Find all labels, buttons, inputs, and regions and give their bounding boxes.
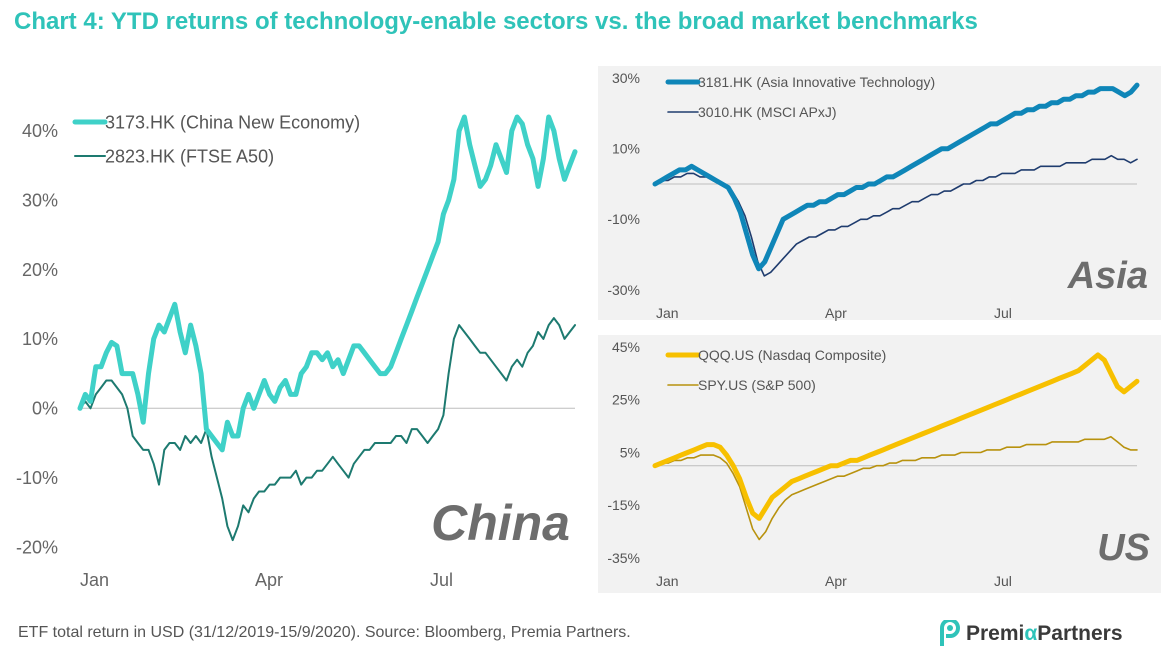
us-series-line-benchmark	[654, 435, 1138, 541]
china-x-tick-label: Apr	[255, 570, 283, 590]
chart-title: Chart 4: YTD returns of technology-enabl…	[14, 8, 978, 35]
asia-x-tick-label: Jul	[994, 305, 1012, 321]
china-x-tick-label: Jul	[430, 570, 453, 590]
asia-y-tick-label: 10%	[612, 141, 640, 157]
asia-y-tick-label: -10%	[607, 211, 640, 227]
asia-y-tick-label: 30%	[612, 70, 640, 86]
source-footnote: ETF total return in USD (31/12/2019-15/9…	[18, 624, 631, 641]
logo-icon	[940, 620, 960, 646]
china-y-tick-label: -10%	[16, 468, 58, 488]
china-series-line-benchmark	[79, 317, 576, 542]
asia-legend-label: 3181.HK (Asia Innovative Technology)	[698, 74, 935, 90]
asia-y-tick-label: -30%	[607, 282, 640, 298]
asia-panel-background	[598, 66, 1161, 320]
premia-partners-logo: PremiαPartners	[938, 620, 1123, 648]
asia-panel: 30% 10% -10% -30% Jan Apr Jul 3181.HK (Asia Inn…	[598, 66, 1161, 321]
us-legend-label: QQQ.US (Nasdaq Composite)	[698, 347, 886, 363]
china-y-tick-label: 40%	[22, 121, 58, 141]
logo-text: PremiαPartners	[966, 622, 1123, 645]
china-y-tick-label: 0%	[32, 399, 58, 419]
china-panel: 40% 30% 20% 10% 0% -10% -20% Jan Apr Jul 3173.HK (…	[16, 112, 578, 590]
us-y-tick-label: 45%	[612, 339, 640, 355]
china-y-tick-label: 20%	[22, 260, 58, 280]
asia-panel-label: Asia	[1067, 255, 1148, 297]
us-x-tick-label: Apr	[825, 573, 847, 589]
china-x-tick-label: Jan	[80, 570, 109, 590]
asia-x-tick-label: Jan	[656, 305, 679, 321]
us-legend-label: SPY.US (S&P 500)	[698, 377, 816, 393]
us-y-tick-label: -15%	[607, 497, 640, 513]
us-y-tick-label: 25%	[612, 392, 640, 408]
us-y-tick-label: -35%	[607, 550, 640, 566]
china-y-tick-label: -20%	[16, 537, 58, 557]
asia-series-line-main	[652, 82, 1140, 272]
us-x-tick-label: Jul	[994, 573, 1012, 589]
asia-legend-label: 3010.HK (MSCI APxJ)	[698, 104, 837, 120]
china-legend-label: 3173.HK (China New Economy)	[105, 112, 360, 132]
china-series-line-main	[77, 114, 578, 453]
us-panel-label: US	[1097, 527, 1150, 569]
china-panel-label: China	[431, 495, 570, 551]
us-x-tick-label: Jan	[656, 573, 679, 589]
us-panel: 45% 25% 5% -15% -35% Jan Apr Jul QQQ.US (Nasdaq …	[598, 335, 1161, 593]
china-y-tick-label: 10%	[22, 329, 58, 349]
us-y-tick-label: 5%	[620, 444, 640, 460]
us-series-line-main	[652, 352, 1140, 521]
us-panel-background	[598, 335, 1161, 593]
china-legend-label: 2823.HK (FTSE A50)	[105, 146, 274, 166]
asia-x-tick-label: Apr	[825, 305, 847, 321]
china-y-tick-label: 30%	[22, 191, 58, 211]
